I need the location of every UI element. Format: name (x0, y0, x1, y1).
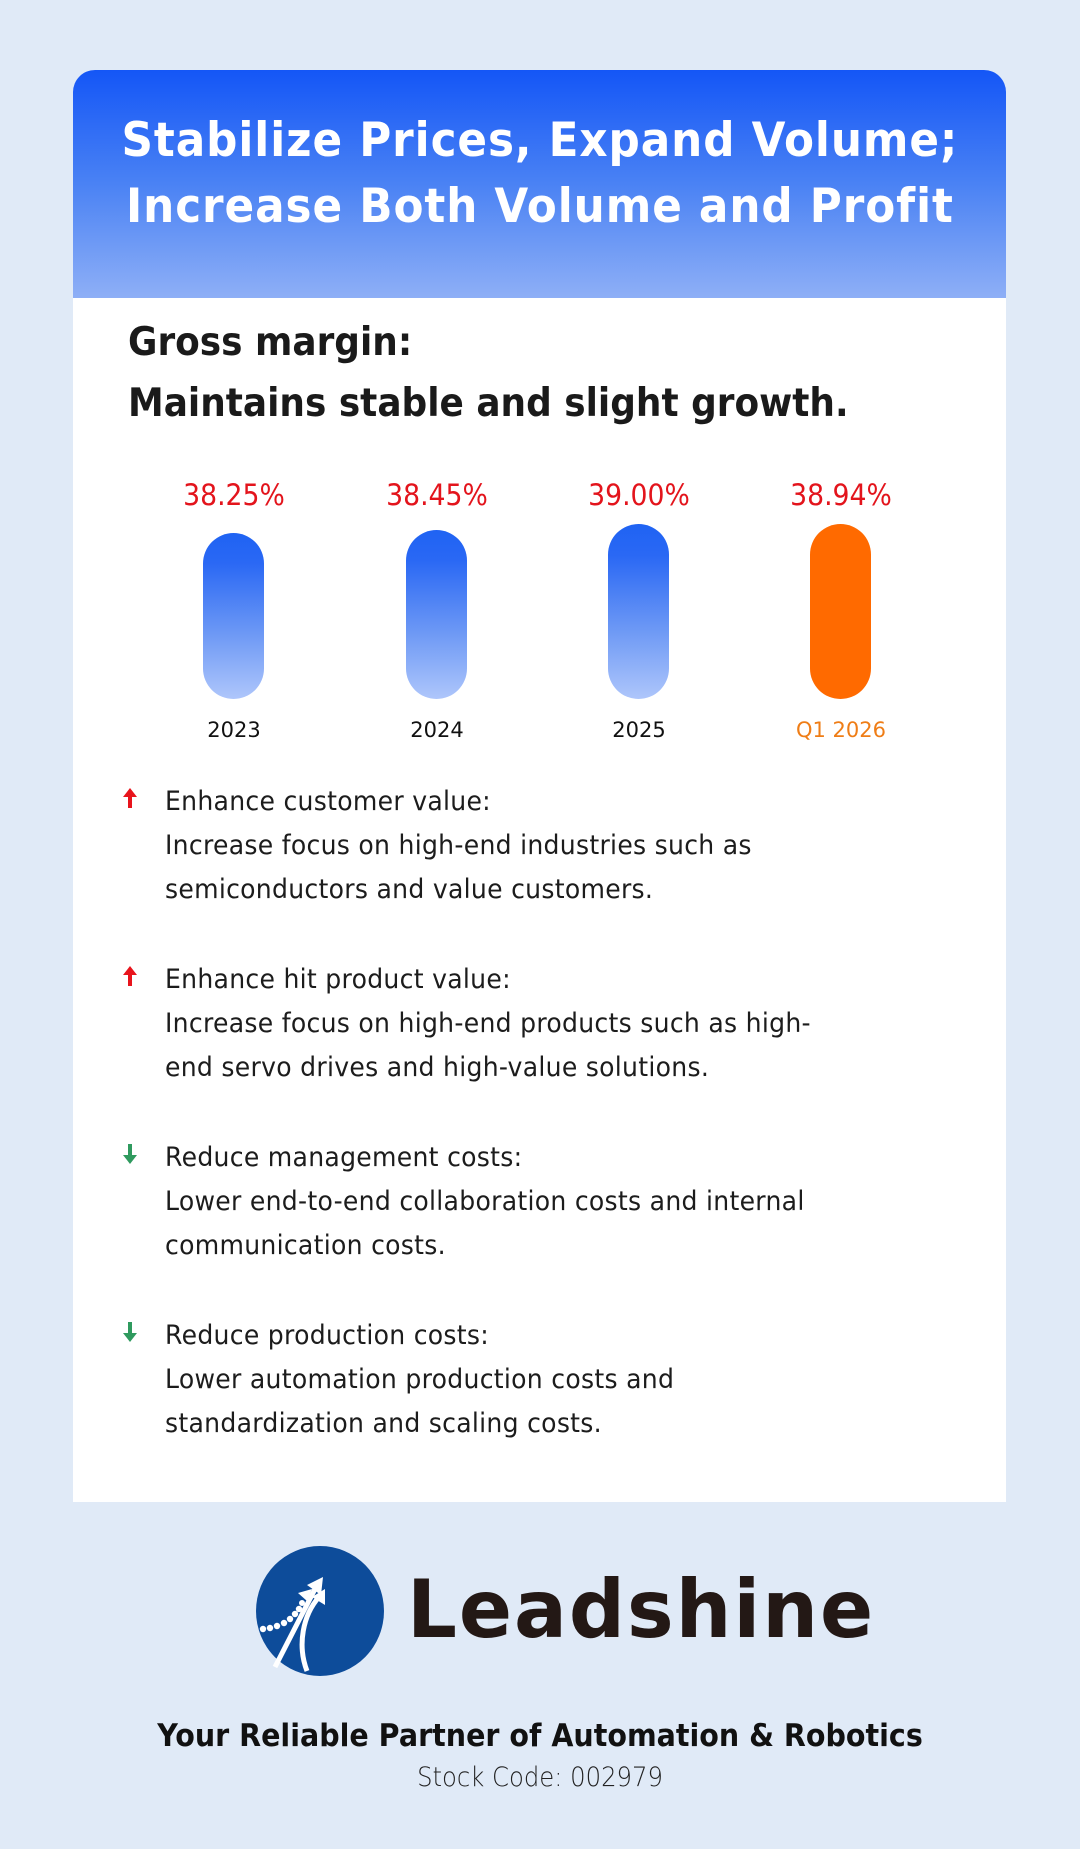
bar-column-q1-2026: 38.94% Q1 2026 (771, 478, 911, 818)
list-item-line: Lower end-to-end collaboration costs and… (165, 1186, 805, 1217)
arrow-up-icon (123, 788, 137, 808)
card-header: Stabilize Prices, Expand Volume; Increas… (73, 70, 1006, 298)
bar-column-2024: 38.45% 2024 (367, 478, 507, 818)
bar (406, 530, 467, 699)
arrow-down-icon (123, 1322, 137, 1342)
list-item-text: Enhance hit product value: Increase focu… (165, 958, 909, 1090)
stock-code: Stock Code: 002979 (417, 1762, 663, 1793)
bar-category-label: 2025 (612, 718, 666, 742)
list-item-line: Increase focus on high-end industries su… (165, 830, 752, 861)
bar (203, 533, 264, 699)
list-item-title: Reduce production costs: (165, 1320, 490, 1351)
list-item-line: semiconductors and value customers. (165, 874, 654, 905)
list-item-title: Enhance customer value: (165, 786, 491, 817)
bar-column-2023: 38.25% 2023 (164, 478, 304, 818)
bar-category-label: 2023 (207, 718, 261, 742)
list-item-text: Enhance customer value: Increase focus o… (165, 780, 909, 912)
bar-category-label: Q1 2026 (795, 718, 886, 742)
subtitle-line-1: Gross margin: (128, 320, 413, 365)
subtitle-line-2: Maintains stable and slight growth. (128, 381, 849, 426)
bar-highlighted (810, 524, 871, 699)
list-item-title: Enhance hit product value: (165, 964, 511, 995)
section-heading: Gross margin: Maintains stable and sligh… (128, 312, 901, 434)
brand-logo: Leadshine (255, 1545, 873, 1677)
bar-value-label: 39.00% (588, 478, 690, 512)
bar-column-2025: 39.00% 2025 (569, 478, 709, 818)
list-item-text: Reduce production costs: Lower automatio… (165, 1314, 909, 1446)
list-item-text: Reduce management costs: Lower end-to-en… (165, 1136, 909, 1268)
arrow-up-icon (123, 966, 137, 986)
bar-category-label: 2024 (410, 718, 464, 742)
page-title: Stabilize Prices, Expand Volume; Increas… (121, 108, 958, 240)
title-line-1: Stabilize Prices, Expand Volume; (121, 113, 958, 168)
bar-value-label: 38.25% (183, 478, 285, 512)
brand-wordmark: Leadshine (407, 1563, 876, 1656)
list-item-title: Reduce management costs: (165, 1142, 523, 1173)
list-item-line: end servo drives and high-value solution… (165, 1052, 710, 1083)
bar-value-label: 38.94% (790, 478, 892, 512)
list-item-line: standardization and scaling costs. (165, 1408, 602, 1439)
gross-margin-chart: 38.25% 2023 38.45% 2024 39.00% 2025 38.9… (73, 70, 1006, 1502)
bar (608, 524, 669, 699)
title-line-2: Increase Both Volume and Profit (125, 179, 954, 234)
list-item-line: Increase focus on high-end products such… (165, 1008, 811, 1039)
arrow-down-icon (123, 1144, 137, 1164)
tagline: Your Reliable Partner of Automation & Ro… (157, 1718, 923, 1754)
list-item-line: communication costs. (165, 1230, 446, 1261)
bar-value-label: 38.45% (386, 478, 488, 512)
content-card: Stabilize Prices, Expand Volume; Increas… (73, 70, 1006, 1502)
leadshine-logo-icon (256, 1546, 384, 1676)
list-item-line: Lower automation production costs and (165, 1364, 675, 1395)
